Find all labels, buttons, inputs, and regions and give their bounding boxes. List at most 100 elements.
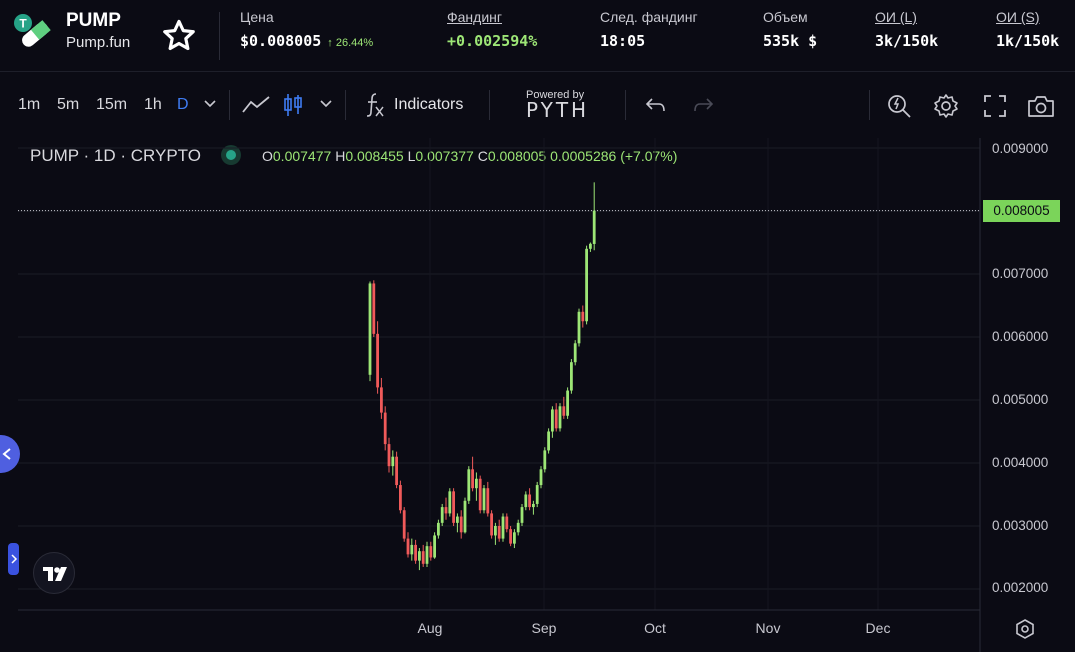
candle-body [547,431,550,451]
stat-oi-long[interactable]: ОИ (L) 3k/150k [875,9,938,50]
candle-body [383,412,387,445]
timeframe-5m[interactable]: 5m [57,96,80,113]
timeframe-15m[interactable]: 15m [96,96,128,113]
chart-toolbar: 1m 5m 15m 1h D Indicators Powered by PYT… [0,72,1075,138]
candle-body [573,343,577,363]
candle-body [475,478,478,489]
pill-token-icon: T [14,14,51,47]
ohlc-change: 0.0005286 (+7.07%) [550,148,678,164]
stat-volume-label: Объем [763,9,808,25]
line-chart-icon[interactable] [241,94,271,116]
y-tick-label: 0.006000 [992,329,1049,344]
x-tick-label: Sep [531,620,557,636]
candle-body [592,210,596,244]
timeframe-1m[interactable]: 1m [18,96,41,113]
candle-body [482,488,486,511]
candle-body [478,478,482,511]
candle-body [494,526,497,536]
collapse-panel-button[interactable] [0,435,20,473]
candle [433,532,436,559]
stat-oi-short[interactable]: ОИ (S) 1k/150k [996,9,1059,50]
candle [577,308,581,347]
chart-properties-icon[interactable] [1014,618,1036,640]
stat-funding-label[interactable]: Фандинг [447,9,502,25]
powered-by-label: Powered by [526,89,585,101]
timeframe-1h[interactable]: 1h [144,96,162,113]
settings-gear-icon[interactable] [932,92,960,120]
candle [524,491,528,511]
camera-screenshot-icon[interactable] [1026,93,1056,119]
toolbar-divider [489,90,490,120]
candle [421,544,425,567]
candle-body [566,390,569,416]
candle-body [437,522,440,536]
redo-icon[interactable] [692,96,714,114]
candle-body [577,311,581,344]
candle [551,406,554,438]
ohlc-h-key: H [335,148,346,164]
candle [399,480,402,514]
candlestick-chart-icon[interactable] [283,92,303,118]
candle [391,450,395,476]
candle-body [448,491,452,514]
tradingview-logo-button[interactable] [33,552,75,594]
candle [418,548,421,571]
y-tick-label: 0.005000 [992,392,1049,407]
candle [459,510,463,539]
candle-body [452,491,455,523]
candle-body [440,507,444,523]
candle [387,437,391,473]
ohlc-c-key: C [477,148,488,164]
expand-drawer-button[interactable] [8,543,19,575]
chevron-right-icon [11,554,18,564]
candle-body [395,456,398,486]
candle [452,488,455,526]
timeframe-d[interactable]: D [177,96,189,113]
toolbar-divider [345,90,346,120]
stat-funding[interactable]: Фандинг +0.002594% [447,9,537,50]
candle-body [463,500,467,533]
candle-body [414,544,417,561]
toolbar-divider [229,90,230,120]
candle-body [433,535,436,558]
indicators-button[interactable]: Indicators [394,96,464,113]
candle-body [380,387,383,413]
favorite-star-icon[interactable] [160,17,198,55]
undo-icon[interactable] [645,96,667,114]
candle-body [459,516,463,533]
candle [425,541,429,567]
candle-body [368,283,372,375]
timeframe-chevron-down-icon[interactable] [203,99,217,109]
stat-funding-value: +0.002594% [447,32,538,50]
candle-body [444,507,448,514]
header-divider [219,12,220,60]
x-tick-label: Nov [755,620,781,636]
candle-body [516,522,520,533]
candle [437,519,440,539]
candle [368,281,372,382]
candle [456,513,459,533]
function-fx-icon[interactable] [364,91,386,119]
candle-body [406,538,410,555]
candle [513,529,516,549]
chart-symbol-title[interactable]: PUMP · 1D · CRYPTO [30,146,201,165]
candle [497,519,501,542]
candle-body [551,409,554,432]
quick-search-icon[interactable] [885,92,913,120]
candle-body [558,406,562,429]
candle [562,396,566,419]
candle-body [410,544,414,555]
candle [372,280,376,337]
chevron-left-icon [2,448,11,460]
candle-body [524,494,528,508]
candle-body [535,485,539,504]
stat-oi-long-label[interactable]: ОИ (L) [875,9,917,25]
candle [528,488,531,511]
fullscreen-icon[interactable] [982,93,1008,119]
toolbar-divider [625,90,626,120]
chart-type-chevron-down-icon[interactable] [319,99,333,109]
stat-price-value: $0.008005 [240,32,322,50]
price-chart[interactable] [0,138,1075,652]
stat-oi-short-label[interactable]: ОИ (S) [996,9,1040,25]
candle-body [581,311,585,322]
